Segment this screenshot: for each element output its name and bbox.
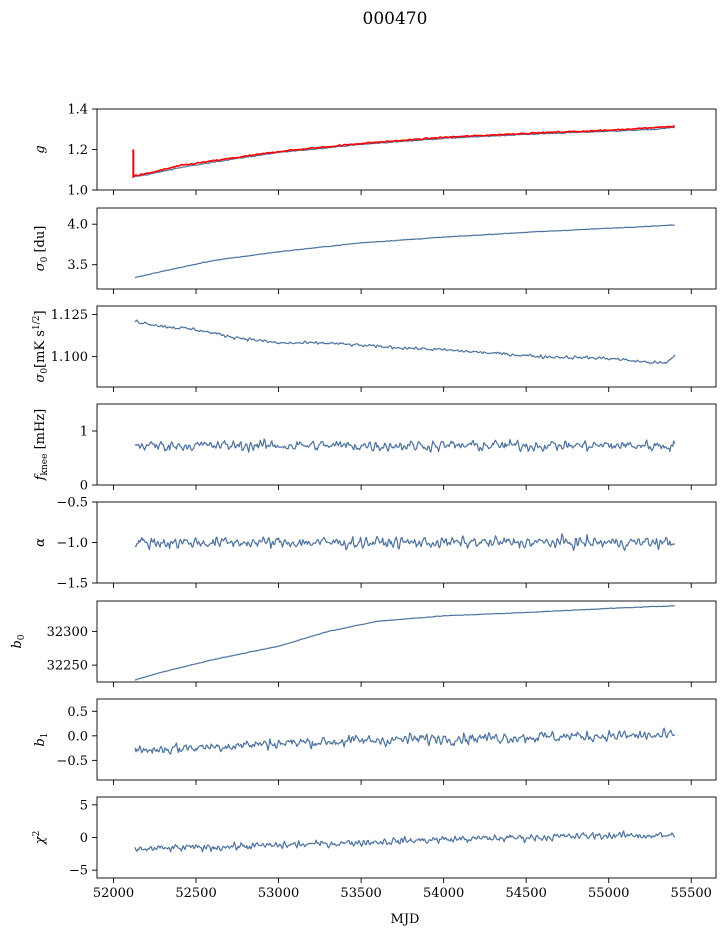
panel-b1: −0.5 0.0 0.5 b1 (33, 698, 717, 785)
x-tick-label: 53000 (258, 886, 299, 901)
y-axis-label-b1: b1 (33, 732, 50, 746)
y-axis-label-fknee: fknee [mHz] (33, 409, 50, 482)
panel-sigma0: 3.5 4.0 σ0 [du] (33, 207, 717, 294)
series-line-g-0 (133, 126, 675, 178)
series-line-chi2-0 (134, 830, 676, 853)
series-line-alpha-0 (134, 533, 676, 552)
axes-frame-b1 (96, 698, 717, 781)
x-tick-label: 55500 (671, 886, 712, 901)
y-tick-label: 32250 (47, 659, 88, 674)
y-tick-label: 1.0 (67, 184, 88, 199)
y-tick-label: −1.5 (56, 577, 88, 592)
y-tick-label: 1.4 (67, 103, 88, 118)
series-line-fknee-0 (134, 438, 676, 453)
y-tick-label: −0.5 (56, 496, 88, 511)
y-tick-label: 0 (80, 479, 88, 494)
panel-b0: 32250 32300 b0 (10, 600, 717, 687)
y-tick-label: 0.5 (67, 705, 88, 720)
y-axis-label-sigma0: σ0 [du] (33, 226, 50, 272)
x-tick-label: 55000 (588, 886, 629, 901)
y-tick-label: 1.100 (51, 350, 88, 365)
y-tick-label: 5 (80, 798, 88, 813)
x-axis-label: MJD (391, 912, 420, 927)
x-tick-label: 54000 (423, 886, 464, 901)
y-tick-label: −0.5 (56, 754, 88, 769)
x-tick-label: 52000 (93, 886, 134, 901)
series-line-sigma0_mk-0 (134, 319, 676, 364)
series-line-g-1 (133, 125, 675, 177)
axes-frame-g (96, 108, 717, 191)
y-tick-label: −1.0 (56, 536, 88, 551)
y-axis-label-sigma0_mk: σ0[mK s1/2] (32, 310, 50, 382)
series-line-b0-0 (134, 605, 675, 681)
y-tick-label: 0 (80, 831, 88, 846)
y-axis-label-chi2: χ2 (32, 831, 48, 846)
y-tick-label: 32300 (47, 625, 88, 640)
y-tick-label: −5 (69, 864, 88, 879)
y-axis-label-g: g (33, 145, 48, 153)
axes-frame-sigma0 (96, 207, 717, 290)
series-line-b1-0 (134, 727, 676, 755)
y-axis-label-alpha: α (33, 538, 48, 547)
x-tick-label: 53500 (340, 886, 381, 901)
axes-frame-alpha (96, 501, 717, 584)
y-tick-label: 4.0 (67, 218, 88, 233)
x-tick-label: 54500 (505, 886, 546, 901)
panel-g: 1.0 1.2 1.4 g (33, 103, 717, 199)
axes-frame-sigma0_mk (96, 305, 717, 388)
axes-frame-fknee (96, 403, 717, 486)
series-line-sigma0-0 (134, 224, 675, 279)
panel-chi2: −5 0 5 52000 52500 53000 53500 54000 54500 55000 5… (32, 796, 717, 901)
figure-title: 000470 (363, 9, 428, 29)
y-tick-label: 0.0 (67, 729, 88, 744)
panel-alpha: −1.5 −1.0 −0.5 α (33, 496, 717, 592)
x-tick-label: 52500 (175, 886, 216, 901)
y-tick-label: 1.125 (51, 308, 88, 323)
y-tick-label: 1 (80, 425, 88, 440)
axes-frame-b0 (96, 600, 717, 683)
panel-fknee: 0 1 fknee [mHz] (33, 403, 717, 494)
y-tick-label: 1.2 (67, 143, 88, 158)
axes-frame-chi2 (96, 796, 717, 879)
y-axis-label-b0: b0 (10, 634, 27, 648)
y-tick-label: 3.5 (67, 258, 88, 273)
